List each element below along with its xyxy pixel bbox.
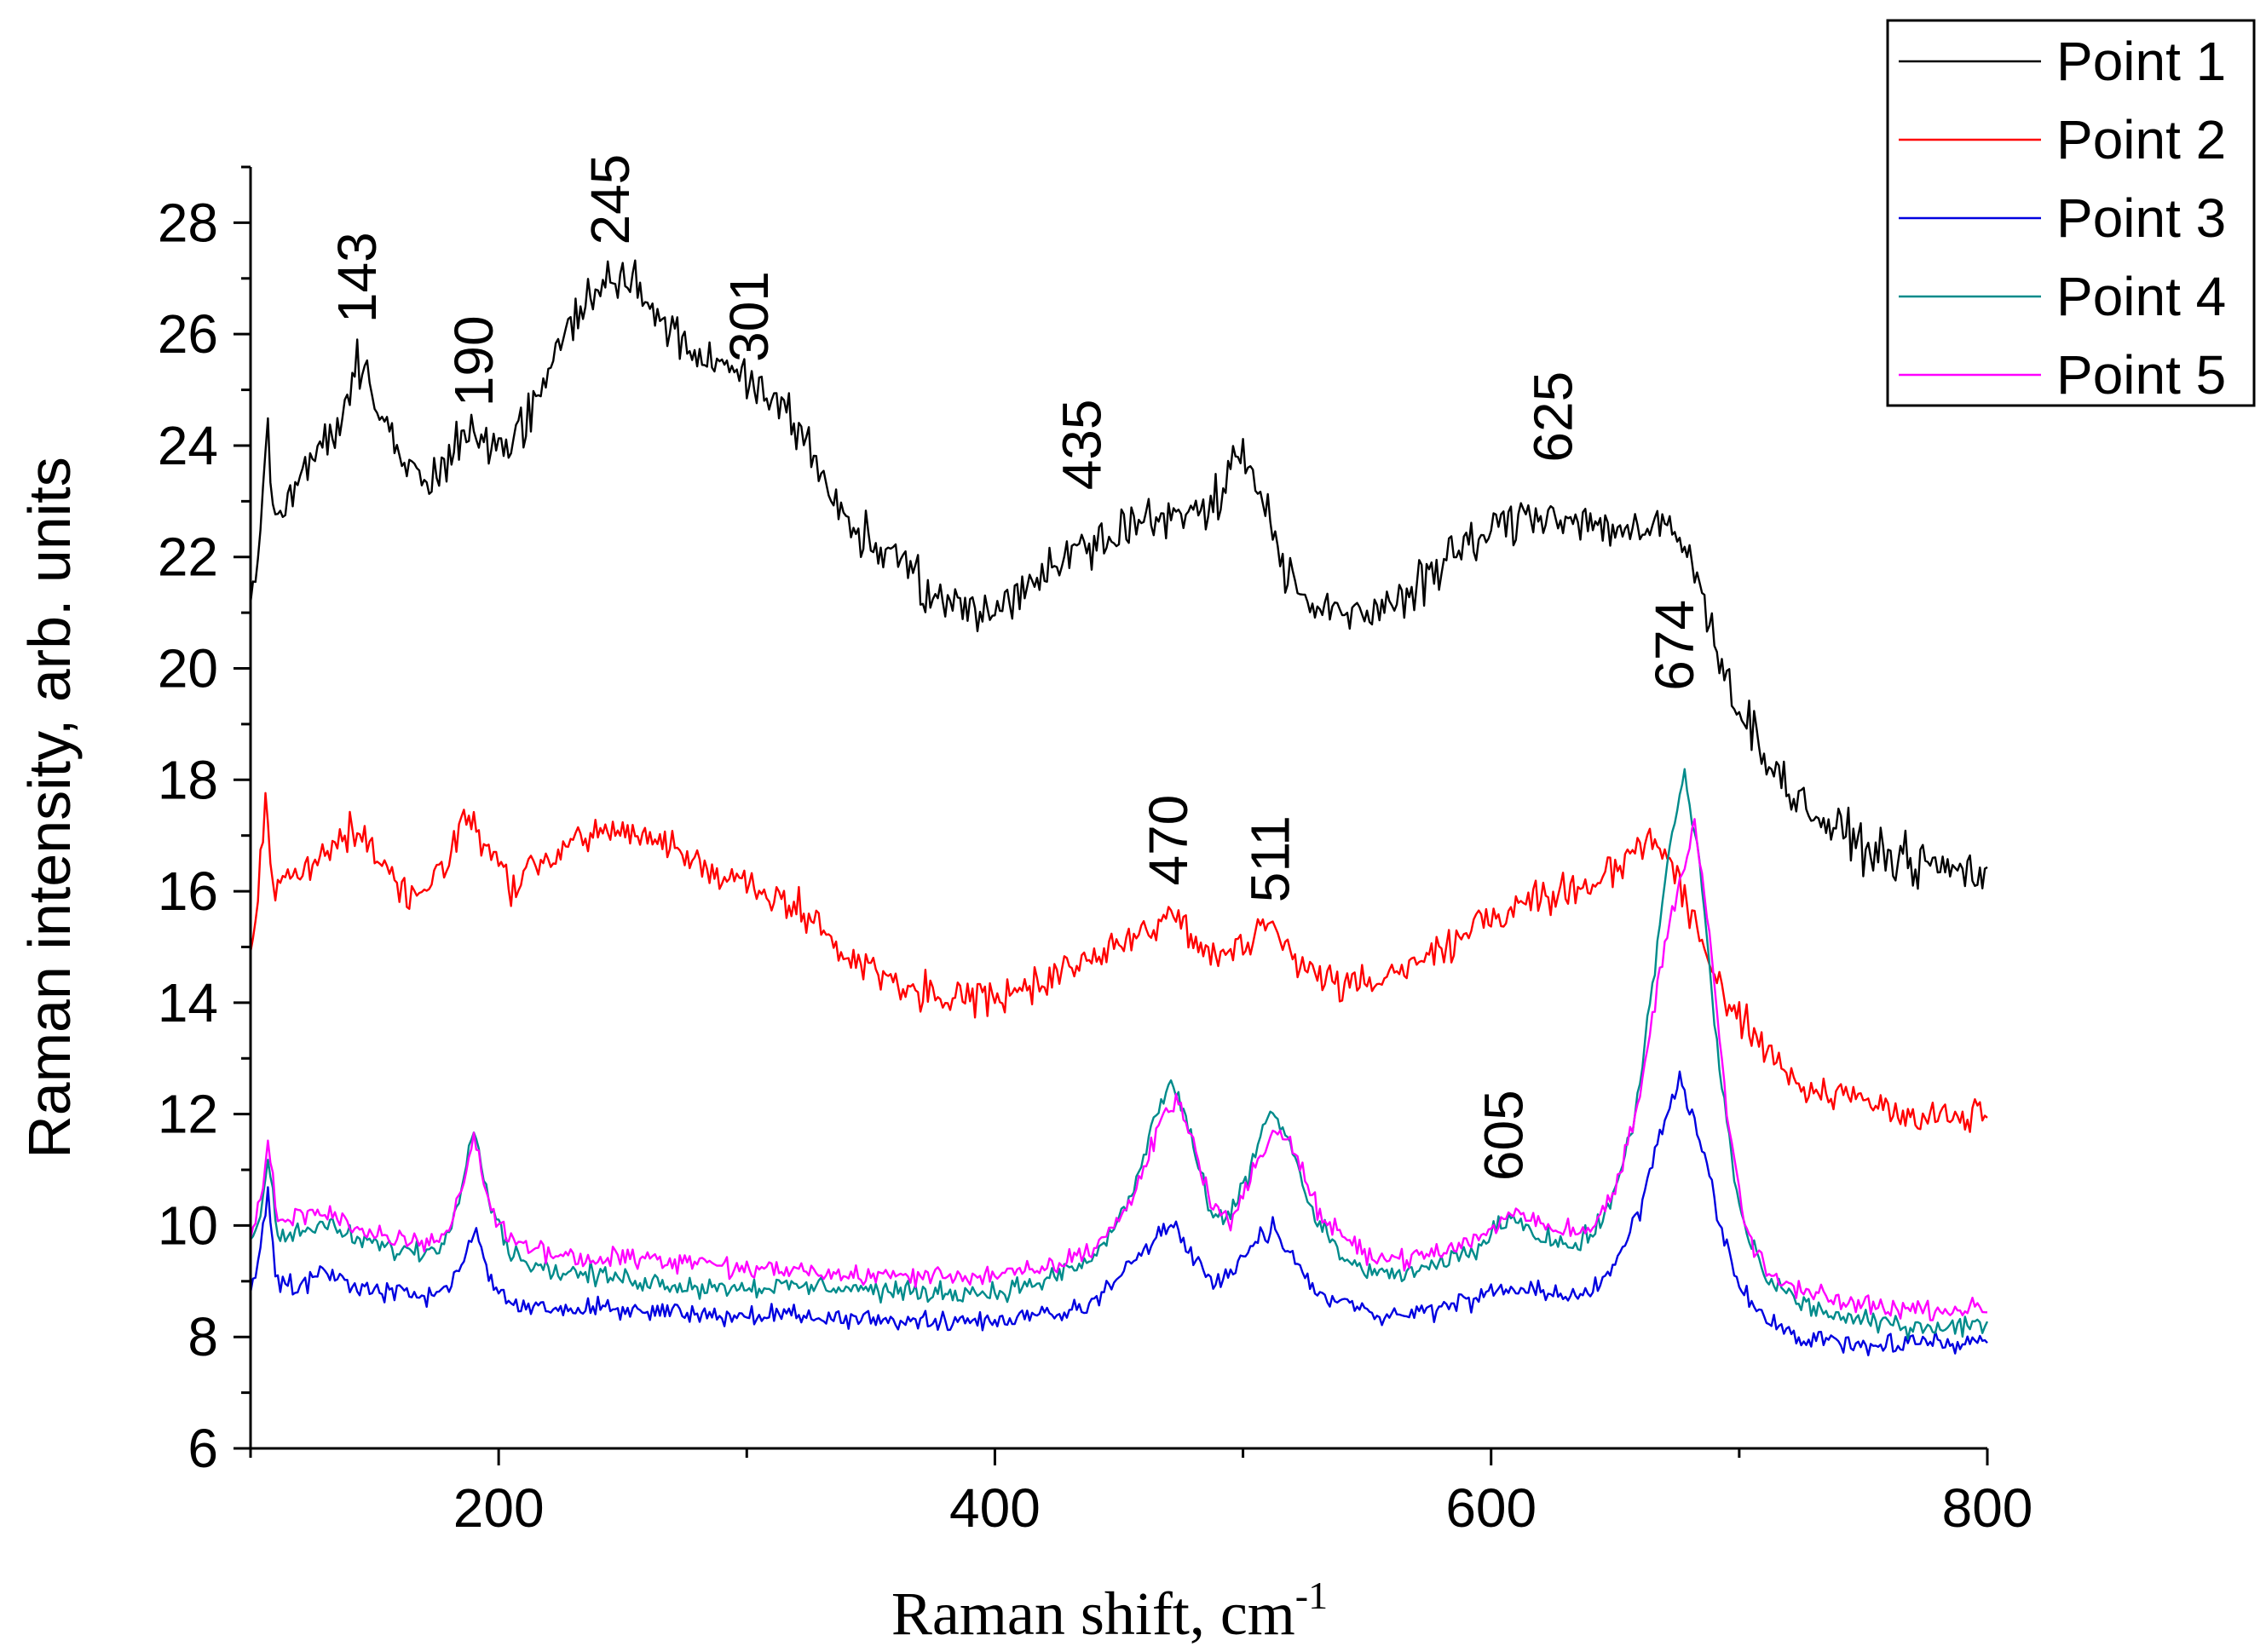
legend-box: [1886, 19, 2256, 407]
peak-label: 143: [326, 232, 388, 323]
y-axis-title: Raman intensity, arb. units: [16, 457, 83, 1159]
peak-label: 511: [1240, 815, 1301, 902]
y-tick-label: 28: [158, 192, 218, 253]
peak-label: 435: [1051, 400, 1112, 491]
series-line-point-3: [249, 1070, 1988, 1356]
legend-label: Point 4: [2056, 266, 2226, 327]
series-line-point-5: [249, 818, 1988, 1321]
y-tick-label: 26: [158, 303, 218, 365]
x-tick-label: 800: [1942, 1477, 2033, 1539]
y-tick-label: 22: [158, 527, 218, 588]
y-tick-label: 10: [158, 1194, 218, 1256]
x-tick-label: 600: [1445, 1477, 1537, 1539]
peak-label: 625: [1523, 371, 1584, 463]
x-tick-label: 200: [453, 1477, 545, 1539]
legend-label: Point 3: [2056, 187, 2226, 249]
series-line-point-2: [249, 791, 1988, 1133]
series-layer: [249, 259, 1989, 1356]
peak-label: 605: [1473, 1090, 1534, 1181]
peak-label: 190: [443, 315, 505, 406]
y-tick-label: 20: [158, 638, 218, 699]
y-tick-label: 6: [187, 1418, 218, 1479]
x-tick-label: 400: [949, 1477, 1041, 1539]
y-tick-label: 18: [158, 749, 218, 810]
legend-label: Point 2: [2056, 109, 2226, 170]
y-tick-label: 12: [158, 1084, 218, 1145]
x-axis-title: Raman shift, cm-1: [891, 1574, 1328, 1648]
legend-label: Point 1: [2056, 31, 2226, 92]
peak-label: 301: [718, 271, 780, 362]
y-tick-label: 8: [187, 1306, 218, 1367]
series-line-point-4: [250, 768, 1989, 1340]
axes-layer: 6 8 10 12 14 16 18 20 22 24 26 28 200 400 600 800: [158, 165, 2033, 1539]
peak-label: 674: [1644, 600, 1705, 691]
peak-label: 245: [579, 154, 641, 245]
y-tick-label: 24: [158, 415, 218, 476]
y-tick-label: 16: [158, 861, 218, 922]
peak-annotations: 143 190 245 301 435 625 674 470 511 605: [326, 154, 1705, 1181]
legend-label: Point 5: [2056, 344, 2226, 406]
series-line-point-1: [249, 259, 1988, 890]
peak-label: 470: [1138, 795, 1199, 886]
y-tick-label: 14: [158, 972, 218, 1033]
legend: Point 1 Point 2 Point 3 Point 4 Point 5: [1886, 19, 2256, 407]
